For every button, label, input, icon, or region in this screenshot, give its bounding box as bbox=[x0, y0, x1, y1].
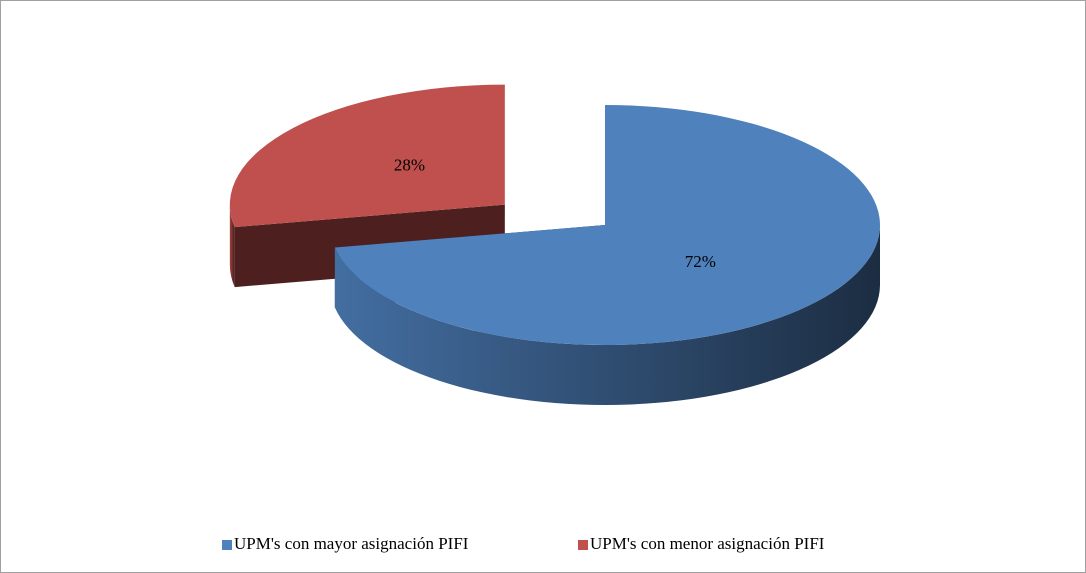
slice bbox=[334, 105, 881, 345]
slice-side bbox=[229, 204, 235, 288]
legend-swatch bbox=[222, 540, 232, 550]
legend-label: UPM's con mayor asignación PIFI bbox=[234, 534, 469, 553]
legend-label: UPM's con menor asignación PIFI bbox=[590, 534, 825, 553]
data-label: 28% bbox=[394, 155, 425, 174]
slice-side bbox=[334, 225, 881, 406]
legend-swatch bbox=[578, 540, 588, 550]
slice bbox=[229, 84, 505, 228]
data-label: 72% bbox=[685, 252, 716, 271]
